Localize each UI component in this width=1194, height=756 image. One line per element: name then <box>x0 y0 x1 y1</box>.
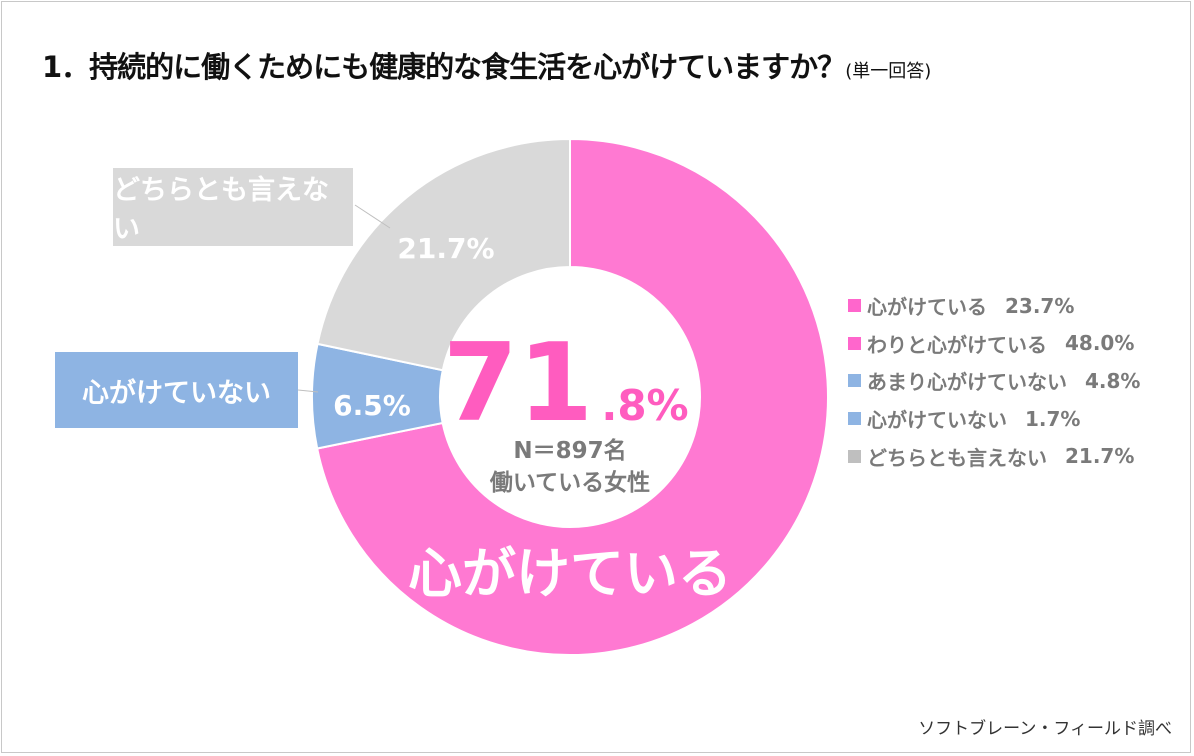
legend-item: どちらとも言えない 21.7% <box>848 437 1140 475</box>
legend-item: 心がけていない 1.7% <box>848 400 1140 438</box>
legend-label: どちらとも言えない <box>867 445 1047 470</box>
legend-label: わりと心がけている <box>867 332 1047 357</box>
legend-item: わりと心がけている 48.0% <box>848 325 1140 363</box>
blue-leader-line <box>297 389 319 393</box>
slice-label-blue: 6.5% <box>333 389 411 422</box>
legend: 心がけている 23.7% わりと心がけている 48.0% あまり心がけていない 4.8% 心… <box>848 287 1140 475</box>
donut-slice-0 <box>316 137 829 656</box>
legend-value: 23.7% <box>1005 293 1075 318</box>
legend-value: 21.7% <box>1065 444 1135 469</box>
legend-label: 心がけている <box>867 295 987 320</box>
blue-category-label: 心がけていない <box>82 377 271 409</box>
center-value-small: .8% <box>601 381 688 430</box>
slice-label-pink: 心がけている <box>408 542 732 605</box>
title-note: (単一回答) <box>845 61 932 82</box>
source-note: ソフトブレーン・フィールド調べ <box>918 719 1172 739</box>
legend-label: あまり心がけていない <box>867 370 1067 395</box>
center-value-big: 71 <box>443 321 593 446</box>
legend-item: 心がけている 23.7% <box>848 287 1140 325</box>
blue-category-box: 心がけていない <box>55 352 298 428</box>
legend-swatch <box>848 449 861 463</box>
legend-swatch <box>848 299 861 313</box>
legend-value: 48.0% <box>1065 331 1135 356</box>
center-n: N＝897名 <box>513 437 626 464</box>
slice-label-gray: 21.7% <box>397 232 494 265</box>
donut-slice-2 <box>316 137 571 372</box>
gray-category-box: どちらとも言えない <box>113 168 353 246</box>
legend-item: あまり心がけていない 4.8% <box>848 362 1140 400</box>
legend-value: 4.8% <box>1085 368 1141 393</box>
center-group: 働いている女性 <box>489 469 650 496</box>
legend-swatch <box>848 336 861 350</box>
legend-swatch <box>848 374 861 388</box>
chart-title: 1．持続的に働くためにも健康的な食生活を心がけていますか？(単一回答) <box>42 50 932 84</box>
gray-leader-line <box>354 204 391 229</box>
gray-category-label: どちらとも言えない <box>113 175 329 245</box>
legend-value: 1.7% <box>1025 406 1081 431</box>
legend-label: 心がけていない <box>867 408 1007 433</box>
legend-swatch <box>848 412 861 426</box>
